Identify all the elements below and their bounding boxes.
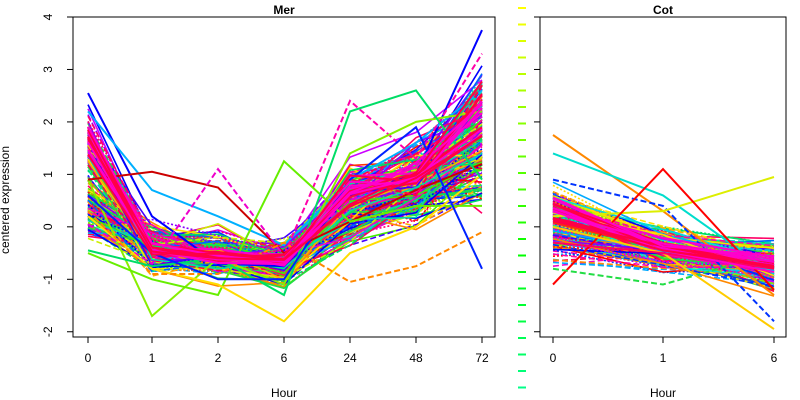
x-tick-label: 6	[771, 351, 778, 365]
series-line-representative	[87, 173, 483, 323]
series-line-representative	[87, 89, 483, 297]
series-line-representative	[87, 162, 483, 255]
series-line	[87, 180, 483, 250]
x-tick-label: 2	[215, 351, 222, 365]
legend-strip	[518, 7, 526, 389]
series-line	[87, 103, 483, 273]
y-tick-label: -1	[41, 274, 55, 285]
x-tick-label: 0	[85, 351, 92, 365]
series-line	[87, 107, 483, 264]
series-line-representative	[552, 178, 775, 322]
y-tick-label: 1	[41, 171, 55, 178]
x-tick-label: 72	[475, 351, 489, 365]
series-line	[552, 196, 775, 258]
x-tick-label: 48	[409, 351, 423, 365]
series-line	[552, 207, 775, 259]
panel-cot: Cot 0 1 6 Hour	[534, 3, 787, 400]
series-line-representative	[87, 159, 482, 297]
series-line	[87, 109, 483, 277]
panel-title-cot: Cot	[653, 3, 673, 17]
series-line-representative	[87, 89, 483, 247]
series-lines-cot	[552, 134, 775, 330]
series-line	[87, 121, 483, 262]
series-line	[552, 218, 775, 269]
x-tick-label: 1	[660, 351, 667, 365]
y-tick-label: 0	[41, 223, 55, 230]
series-line	[552, 197, 775, 263]
series-line	[87, 133, 483, 272]
axes-cot: 0 1 6	[534, 16, 778, 365]
series-line-representative	[87, 210, 483, 283]
x-axis-label-mer: Hour	[271, 386, 297, 400]
series-lines-mer	[87, 29, 483, 323]
x-axis-label-cot: Hour	[650, 386, 676, 400]
series-line	[87, 135, 483, 261]
y-axis-label: centered expression	[0, 146, 12, 254]
series-line	[87, 126, 483, 259]
panel-mer: Mer 0 1 2 6 24 48 72 -2 -1 0 1 2 3 4 Hour	[41, 3, 496, 400]
series-line	[552, 261, 775, 274]
x-tick-label: 6	[281, 351, 288, 365]
series-line-representative	[552, 152, 775, 275]
y-tick-label: 3	[41, 66, 55, 73]
panel-title-mer: Mer	[273, 3, 295, 17]
series-line	[552, 210, 775, 263]
y-tick-label: 4	[41, 13, 55, 20]
y-tick-label: 2	[41, 118, 55, 125]
y-tick-label: -2	[41, 326, 55, 337]
x-tick-label: 1	[149, 351, 156, 365]
series-line	[552, 184, 775, 260]
series-line-representative	[87, 110, 483, 318]
series-line-representative	[552, 241, 775, 270]
x-tick-label: 0	[550, 351, 557, 365]
series-line-representative	[552, 252, 775, 286]
axes-mer: 0 1 2 6 24 48 72 -2 -1 0 1 2 3 4	[41, 13, 489, 365]
x-tick-label: 24	[343, 351, 357, 365]
